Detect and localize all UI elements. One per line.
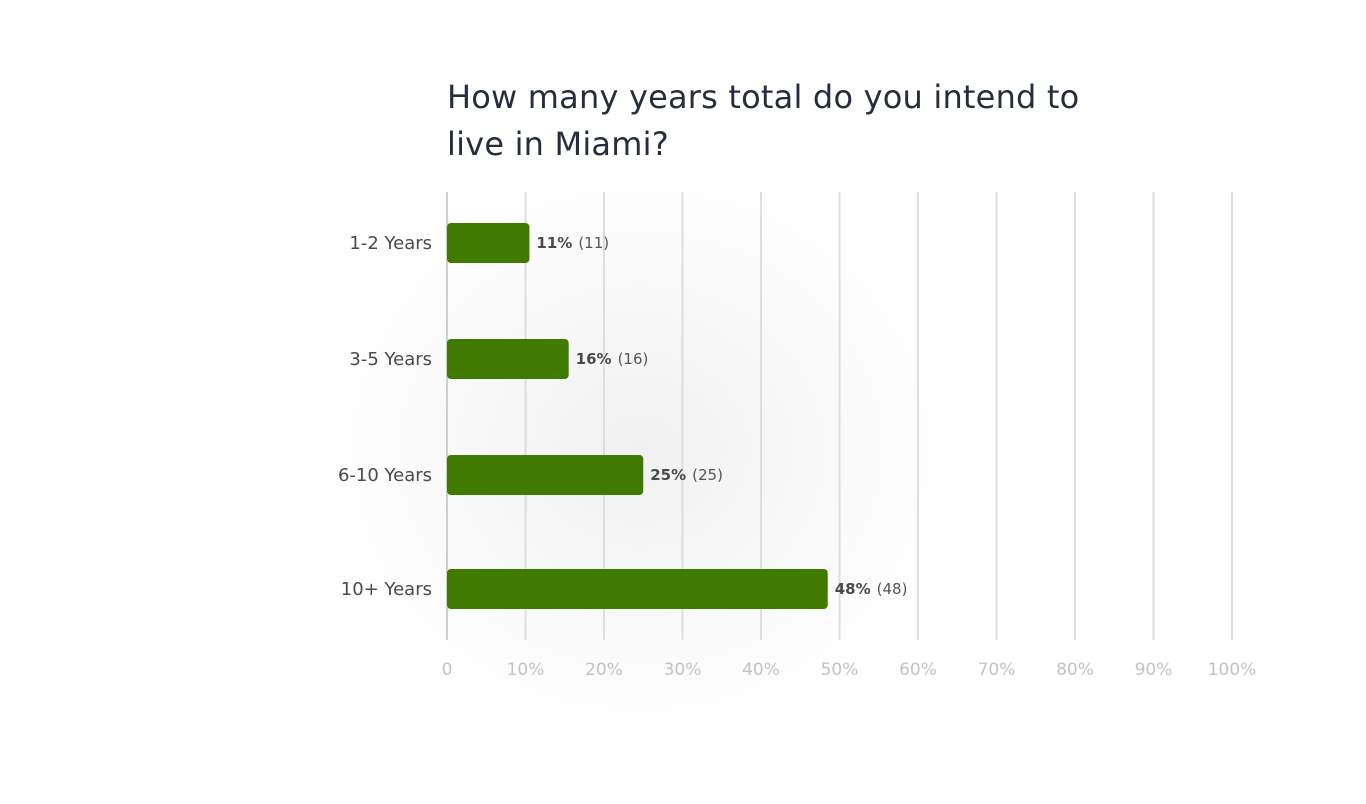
x-tick-label: 70% [978,660,1016,680]
data-label-count: (48) [877,580,908,598]
bar[interactable] [447,339,569,379]
x-tick-label: 40% [742,660,780,680]
data-label-percent: 11% [536,234,572,252]
bar[interactable] [447,569,828,609]
data-label-percent: 48% [835,580,871,598]
x-tick-label: 50% [821,660,859,680]
x-tick-label: 20% [585,660,623,680]
data-label-count: (16) [618,350,649,368]
bar[interactable] [447,223,530,263]
data-label: 48% (48) [835,580,908,598]
x-tick-label: 0 [442,660,453,680]
category-label: 6-10 Years [338,465,432,486]
x-tick-label: 10% [507,660,545,680]
gridlines [446,192,1233,640]
x-tick-label: 90% [1135,660,1173,680]
data-label: 25% (25) [650,466,723,484]
data-label-percent: 25% [650,466,686,484]
data-label-count: (11) [578,234,609,252]
bar[interactable] [447,455,644,495]
category-label: 3-5 Years [349,349,432,370]
data-label: 11% (11) [536,234,609,252]
data-label-count: (25) [692,466,723,484]
x-tick-label: 80% [1056,660,1094,680]
x-tick-label: 100% [1208,660,1257,680]
data-label-percent: 16% [576,350,612,368]
x-tick-label: 60% [899,660,937,680]
labels: 0 10% 20% 30% 40% 50% 60% 70% 80% 90% 100% 1-2 Year… [338,233,1256,680]
x-tick-label: 30% [664,660,702,680]
category-label: 1-2 Years [349,233,432,254]
data-label: 16% (16) [576,350,649,368]
chart-title: How many years total do you intend to li… [447,78,1080,163]
bars [447,223,828,609]
category-label: 10+ Years [341,579,432,600]
